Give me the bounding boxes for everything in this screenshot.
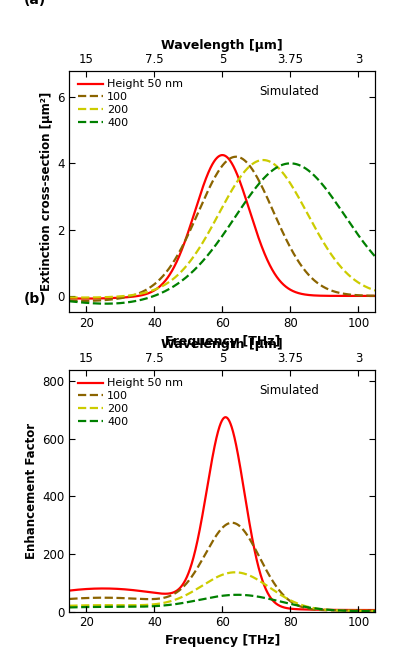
100 <box>197 560 202 568</box>
400 <box>104 300 109 308</box>
Text: Simulated: Simulated <box>259 85 319 98</box>
200 <box>184 261 189 269</box>
Text: (a): (a) <box>24 0 46 7</box>
Height 50 nm <box>223 413 228 421</box>
400 <box>102 603 107 611</box>
400 <box>67 297 72 305</box>
200 <box>184 591 189 599</box>
200 <box>373 286 378 294</box>
Line: 400: 400 <box>69 595 375 611</box>
Height 50 nm <box>220 151 225 159</box>
Height 50 nm <box>120 585 125 593</box>
400 <box>288 159 293 167</box>
400 <box>334 606 339 614</box>
400 <box>184 598 189 606</box>
200 <box>120 601 125 610</box>
X-axis label: Wavelength [μm]: Wavelength [μm] <box>162 337 283 351</box>
100 <box>367 292 372 300</box>
Line: Height 50 nm: Height 50 nm <box>69 417 375 610</box>
200 <box>102 293 107 301</box>
100 <box>184 233 189 241</box>
100 <box>197 204 202 212</box>
Legend: Height 50 nm, 100, 200, 400: Height 50 nm, 100, 200, 400 <box>75 76 186 131</box>
Line: 100: 100 <box>69 157 375 301</box>
Line: 200: 200 <box>69 573 375 611</box>
Height 50 nm <box>334 292 339 300</box>
Text: Simulated: Simulated <box>259 384 319 397</box>
Height 50 nm <box>367 292 372 300</box>
400 <box>334 200 339 208</box>
100 <box>334 288 339 296</box>
100 <box>102 296 107 304</box>
200 <box>102 601 107 610</box>
400 <box>235 591 240 599</box>
Legend: Height 50 nm, 100, 200, 400: Height 50 nm, 100, 200, 400 <box>75 375 186 430</box>
200 <box>197 583 202 591</box>
Y-axis label: Extinction cross-section [μm²]: Extinction cross-section [μm²] <box>40 92 53 291</box>
100 <box>367 607 372 615</box>
400 <box>184 273 189 281</box>
Height 50 nm <box>84 294 89 302</box>
400 <box>120 299 125 307</box>
400 <box>367 607 372 615</box>
100 <box>334 606 339 614</box>
200 <box>67 294 72 302</box>
100 <box>373 607 378 615</box>
Y-axis label: Enhancement Factor: Enhancement Factor <box>25 423 38 558</box>
X-axis label: Wavelength [μm]: Wavelength [μm] <box>162 38 283 52</box>
Height 50 nm <box>373 292 378 300</box>
Text: (b): (b) <box>24 292 46 306</box>
Height 50 nm <box>120 294 125 302</box>
Height 50 nm <box>102 585 107 593</box>
100 <box>67 595 72 603</box>
200 <box>120 292 125 300</box>
Line: 100: 100 <box>69 523 375 611</box>
200 <box>67 601 72 610</box>
Height 50 nm <box>102 294 107 302</box>
200 <box>197 243 202 251</box>
200 <box>233 569 237 577</box>
400 <box>373 253 378 261</box>
Height 50 nm <box>373 606 378 614</box>
100 <box>233 153 238 161</box>
100 <box>82 297 87 305</box>
200 <box>367 284 372 292</box>
400 <box>120 603 125 611</box>
400 <box>367 246 372 254</box>
100 <box>373 292 378 300</box>
100 <box>102 593 107 601</box>
Height 50 nm <box>184 232 189 240</box>
200 <box>367 607 372 615</box>
Height 50 nm <box>67 294 72 302</box>
Line: Height 50 nm: Height 50 nm <box>69 155 375 298</box>
Line: 200: 200 <box>69 160 375 298</box>
400 <box>197 260 202 268</box>
400 <box>373 607 378 615</box>
400 <box>102 300 107 308</box>
Height 50 nm <box>197 524 202 532</box>
100 <box>184 579 189 587</box>
100 <box>67 296 72 304</box>
400 <box>197 595 202 603</box>
200 <box>373 607 378 615</box>
200 <box>334 606 339 614</box>
Height 50 nm <box>367 606 372 614</box>
Height 50 nm <box>197 192 202 200</box>
100 <box>120 594 125 602</box>
Height 50 nm <box>67 587 72 595</box>
Line: 400: 400 <box>69 163 375 304</box>
200 <box>81 294 86 302</box>
200 <box>334 257 339 265</box>
X-axis label: Frequency [THz]: Frequency [THz] <box>165 634 280 646</box>
Height 50 nm <box>334 606 339 614</box>
X-axis label: Frequency [THz]: Frequency [THz] <box>165 335 280 347</box>
Height 50 nm <box>184 573 189 581</box>
100 <box>120 294 125 302</box>
100 <box>230 519 235 527</box>
400 <box>67 603 72 612</box>
200 <box>261 156 266 164</box>
